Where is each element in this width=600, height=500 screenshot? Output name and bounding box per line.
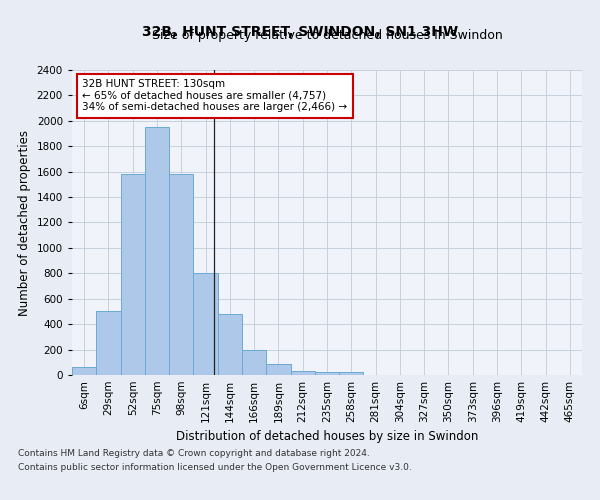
- Bar: [72, 368, 96, 375]
- Bar: [339, 372, 364, 375]
- Bar: [266, 364, 290, 375]
- Bar: [145, 127, 169, 375]
- Text: Contains public sector information licensed under the Open Government Licence v3: Contains public sector information licen…: [18, 464, 412, 472]
- X-axis label: Distribution of detached houses by size in Swindon: Distribution of detached houses by size …: [176, 430, 478, 444]
- Y-axis label: Number of detached properties: Number of detached properties: [18, 130, 31, 316]
- Bar: [96, 312, 121, 375]
- Bar: [169, 174, 193, 375]
- Bar: [242, 350, 266, 375]
- Bar: [193, 274, 218, 375]
- Title: Size of property relative to detached houses in Swindon: Size of property relative to detached ho…: [152, 30, 502, 43]
- Text: Contains HM Land Registry data © Crown copyright and database right 2024.: Contains HM Land Registry data © Crown c…: [18, 448, 370, 458]
- Text: 32B HUNT STREET: 130sqm
← 65% of detached houses are smaller (4,757)
34% of semi: 32B HUNT STREET: 130sqm ← 65% of detache…: [82, 79, 347, 112]
- Bar: [218, 314, 242, 375]
- Bar: [290, 370, 315, 375]
- Text: 32B, HUNT STREET, SWINDON, SN1 3HW: 32B, HUNT STREET, SWINDON, SN1 3HW: [142, 25, 458, 39]
- Bar: [121, 174, 145, 375]
- Bar: [315, 372, 339, 375]
